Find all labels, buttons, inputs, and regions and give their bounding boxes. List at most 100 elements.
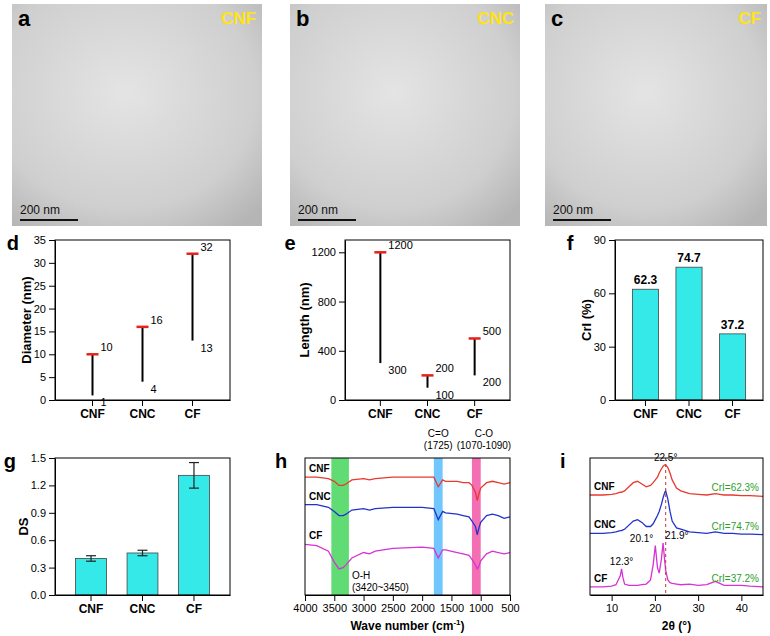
chart-panel: 62.374.737.2CNFCNCCF0306090CrI (%)f [567,232,764,421]
series-name: CNF [594,481,615,492]
bar [676,267,702,400]
data-label: 37.2 [721,318,745,332]
panel-letter: h [275,450,287,472]
series-label: CrI=37.2% [711,573,759,584]
x-tick-label: 3500 [323,602,347,614]
image-label: CNC [477,9,514,28]
x-tick-mark [698,595,699,601]
x-tick-label: CNC [415,407,441,421]
x-tick: CNC [415,400,441,421]
y-tick-mark [49,286,55,287]
range-cap [187,252,199,255]
y-tick-mark [609,400,615,401]
error-bar [86,556,96,561]
region-label-sub: (1070-1090) [457,440,511,451]
y-axis: 04008001200 [312,241,346,407]
range-line [92,354,94,395]
x-tick: CNF [368,400,393,421]
series-line [590,465,763,497]
y-axis-title: CrI (%) [579,299,594,341]
x-tick-mark [645,400,646,406]
x-tick-label: 500 [501,602,519,614]
data-label: 62.3 [634,273,658,287]
region-label: C=O(1725) [424,428,453,451]
plot-frame [345,240,510,400]
plot-area [590,458,763,595]
x-tick-label: 30 [693,602,705,614]
y-axis: 0306090 [594,234,616,406]
y-tick-mark [609,240,615,241]
y-axis: 0.00.30.60.91.21.5 [31,452,56,601]
range-cap [137,326,149,329]
y-tick-label: 90 [594,234,606,246]
x-tick-mark [92,400,93,406]
y-tick-label: 1.5 [31,452,46,464]
panel-letter: e [285,232,296,254]
x-tick-mark [612,595,613,601]
y-tick-label: 800 [318,296,336,308]
x-tick-mark [741,595,742,601]
error-bar [138,550,148,555]
x-tick-mark [510,595,511,601]
x-tick-label: CNF [79,602,104,616]
y-tick-label: 30 [34,257,46,269]
y-tick-label: 0.0 [31,589,46,601]
peak-label: 21.9° [665,530,688,541]
y-tick-mark [49,400,55,401]
x-tick: CF [186,595,202,616]
plot-area [305,458,510,595]
panel-letter: d [7,232,19,254]
y-tick-mark [49,568,55,569]
y-axis-title: Diameter (nm) [19,276,34,363]
x-tick: 3500 [323,595,347,614]
panel-letter: a [18,6,31,31]
x-axis: CNFCNCCF [346,400,511,421]
x-tick-label: 3000 [352,602,376,614]
y-tick: 800 [318,296,345,308]
y-tick-label: 1.2 [31,479,46,491]
x-axis: CNFCNCCF [56,400,231,421]
scale-bar [553,219,611,221]
x-tick-mark [192,400,193,406]
region-label-text: C-O [475,428,494,439]
data-label: 16 [151,314,163,326]
x-tick: 20 [649,595,661,614]
x-axis: 4000350030002500200015001000500 [293,595,519,614]
plot-area [374,252,480,387]
tem-image [545,4,767,226]
x-tick: 1500 [440,595,464,614]
series-name: CNC [594,519,616,530]
range-cap [87,353,99,356]
panel-letter: i [560,450,566,472]
y-tick: 20 [34,303,55,315]
x-tick-label: 10 [606,602,618,614]
x-tick-label: CF [186,602,202,616]
x-tick-label: CNC [130,602,156,616]
error-bar-stem [193,463,194,489]
x-tick-label: 40 [736,602,748,614]
data-label: 1200 [388,239,412,251]
range-line [379,252,381,363]
region-label: O-H(3420~3450) [352,570,409,593]
x-tick-mark [142,400,143,406]
image-panel: bCNC200 nm [290,4,520,226]
y-tick: 1.2 [31,479,55,491]
x-tick-label: 1000 [469,602,493,614]
panel-letter: c [551,6,563,31]
y-tick-mark [49,263,55,264]
y-tick-mark [339,400,345,401]
range-line [142,327,144,382]
x-tick-mark [481,595,482,601]
y-tick: 5 [40,371,55,383]
panel-letter: f [567,232,574,254]
bar [76,558,107,595]
scale-bar-label: 200 nm [20,203,60,217]
x-tick-mark [655,595,656,601]
y-tick-label: 5 [40,371,46,383]
y-tick-label: 0.3 [31,562,46,574]
plot-area [87,254,199,396]
scale-bar-label: 200 nm [298,203,338,217]
x-tick: 10 [606,595,618,614]
plot-frame [55,240,230,400]
series-line [590,491,763,535]
